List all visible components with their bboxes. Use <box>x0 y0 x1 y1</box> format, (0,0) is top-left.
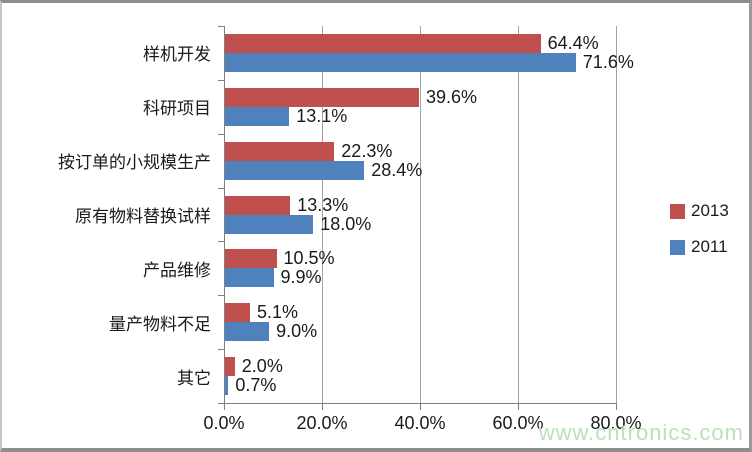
x-tick <box>322 404 323 410</box>
bar-2011 <box>225 53 576 72</box>
legend-entry-2011: 2011 <box>670 237 729 257</box>
bar-group: 10.5% 9.9% <box>225 241 617 295</box>
category-label: 其它 <box>177 368 211 388</box>
x-tick-label: 80.0% <box>590 413 642 433</box>
legend-label-2011: 2011 <box>691 237 728 256</box>
x-tick-label: 0.0% <box>203 413 245 433</box>
bar-2013 <box>225 303 250 323</box>
plot-area: 64.4% 71.6% 39.6% 13.1% 22.3% 28.4% 13.3% 18.0%… <box>224 26 634 404</box>
category-tick <box>218 241 224 243</box>
bar-2011 <box>225 376 229 396</box>
category-label: 原有物料替换试样 <box>75 206 211 226</box>
x-tick <box>224 404 225 410</box>
category-tick <box>218 79 224 81</box>
bar-2013 <box>225 87 419 107</box>
bar-2013 <box>225 249 277 269</box>
bar-2013 <box>225 141 335 161</box>
gridline <box>420 26 421 403</box>
legend: 2013 2011 <box>670 201 729 273</box>
bar-2013 <box>225 195 291 215</box>
bar-value-label: 0.7% <box>235 375 277 396</box>
category-label: 量产物料不足 <box>109 314 211 334</box>
category-tick <box>218 403 224 404</box>
category-label: 科研项目 <box>143 99 211 119</box>
bar-value-label: 5.1% <box>257 302 299 323</box>
bar-value-label: 28.4% <box>371 159 423 180</box>
bar-2011 <box>225 322 270 342</box>
watermark: www.cntronics.com <box>538 420 744 445</box>
x-axis-labels: 0.0% 20.0% 40.0% 60.0% 80.0% <box>203 413 641 437</box>
category-label: 按订单的小规模生产 <box>58 153 211 173</box>
gridline <box>518 26 519 403</box>
bar-value-label: 22.3% <box>341 140 393 161</box>
bar-value-label: 9.0% <box>276 321 318 342</box>
bar-2011 <box>225 160 365 180</box>
gridline <box>322 26 323 403</box>
x-tick <box>518 404 519 410</box>
category-tick <box>218 133 224 135</box>
bar-value-label: 39.6% <box>426 86 478 107</box>
x-tick-label: 20.0% <box>296 413 348 433</box>
bar-value-label: 13.3% <box>297 194 349 215</box>
category-tick <box>218 26 224 27</box>
bar-value-label: 64.4% <box>547 33 599 53</box>
bar-group: 5.1% 9.0% <box>225 295 617 349</box>
category-tick <box>218 349 224 351</box>
x-tick-label: 40.0% <box>394 413 446 433</box>
bar-group: 2.0% 0.7% <box>225 349 617 403</box>
bar-2013 <box>225 34 541 53</box>
category-tick <box>218 295 224 297</box>
legend-label-2013: 2013 <box>691 201 729 220</box>
bar-group: 39.6% 13.1% <box>225 80 617 134</box>
category-label: 样机开发 <box>143 45 211 65</box>
x-tick <box>616 404 617 410</box>
x-tick-label: 60.0% <box>492 413 544 433</box>
category-tick <box>218 187 224 189</box>
bar-value-label: 2.0% <box>241 356 283 377</box>
x-tick <box>420 404 421 410</box>
bar-value-label: 71.6% <box>582 52 634 72</box>
bar-2013 <box>225 357 235 377</box>
legend-swatch-2011 <box>670 239 685 255</box>
bar-group: 22.3% 28.4% <box>225 134 617 188</box>
bar-value-label: 13.1% <box>296 105 348 126</box>
bar-value-label: 18.0% <box>320 213 372 234</box>
category-axis-labels: 样机开发科研项目按订单的小规模生产原有物料替换试样产品维修量产物料不足其它 <box>2 26 217 403</box>
bar-value-label: 10.5% <box>283 248 335 269</box>
category-label: 产品维修 <box>143 260 211 280</box>
bar-2011 <box>225 214 314 234</box>
bar-2011 <box>225 268 274 288</box>
gridline <box>616 26 617 403</box>
bar-group: 13.3% 18.0% <box>225 188 617 242</box>
bar-value-label: 9.9% <box>280 267 322 288</box>
bar-group: 64.4% 71.6% <box>225 26 634 80</box>
legend-entry-2013: 2013 <box>670 201 729 221</box>
legend-swatch-2013 <box>670 203 685 219</box>
bar-2011 <box>225 106 290 126</box>
